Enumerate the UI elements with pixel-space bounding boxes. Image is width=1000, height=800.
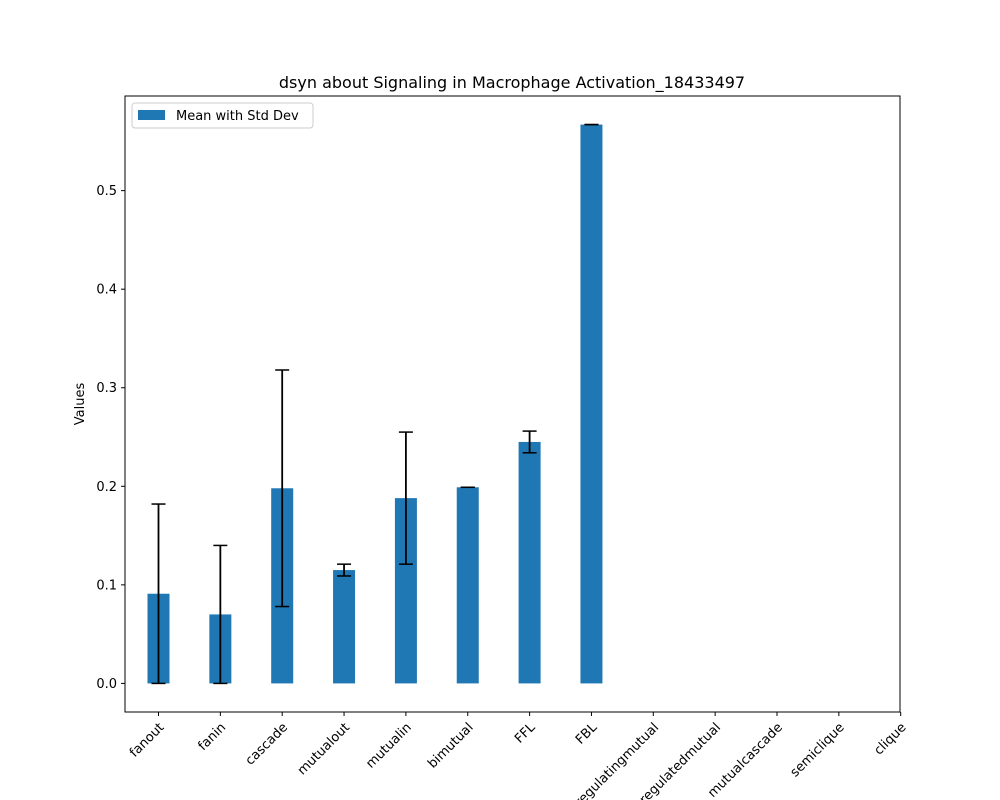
chart-title: dsyn about Signaling in Macrophage Activ… bbox=[279, 73, 745, 93]
legend: Mean with Std Dev bbox=[131, 102, 314, 129]
error-bar bbox=[151, 503, 166, 685]
bar bbox=[518, 441, 541, 684]
legend-box bbox=[131, 102, 314, 129]
y-axis-label: Values bbox=[73, 383, 88, 426]
legend-label: Mean with Std Dev bbox=[176, 109, 299, 124]
y-tick-label: 0.5 bbox=[96, 184, 117, 199]
error-bar bbox=[337, 563, 352, 577]
axes-frame bbox=[124, 95, 901, 713]
y-tick-label: 0.1 bbox=[96, 578, 117, 593]
bar bbox=[333, 570, 356, 684]
bars-group bbox=[147, 124, 603, 684]
error-bar bbox=[213, 544, 228, 685]
error-bar bbox=[275, 369, 290, 608]
y-axis-ticks: 0.0 0.1 0.2 0.3 0.4 0.5 bbox=[96, 184, 125, 692]
y-tick-label: 0.4 bbox=[96, 283, 117, 298]
bar bbox=[580, 124, 603, 684]
y-tick-label: 0.2 bbox=[96, 480, 117, 495]
error-bar bbox=[398, 431, 413, 565]
bar bbox=[456, 487, 479, 684]
y-tick-label: 0.0 bbox=[96, 677, 117, 692]
errorbars-group bbox=[151, 123, 599, 685]
error-bar bbox=[522, 430, 537, 454]
bar bbox=[394, 498, 417, 684]
y-tick-label: 0.3 bbox=[96, 381, 117, 396]
legend-swatch bbox=[138, 110, 165, 120]
